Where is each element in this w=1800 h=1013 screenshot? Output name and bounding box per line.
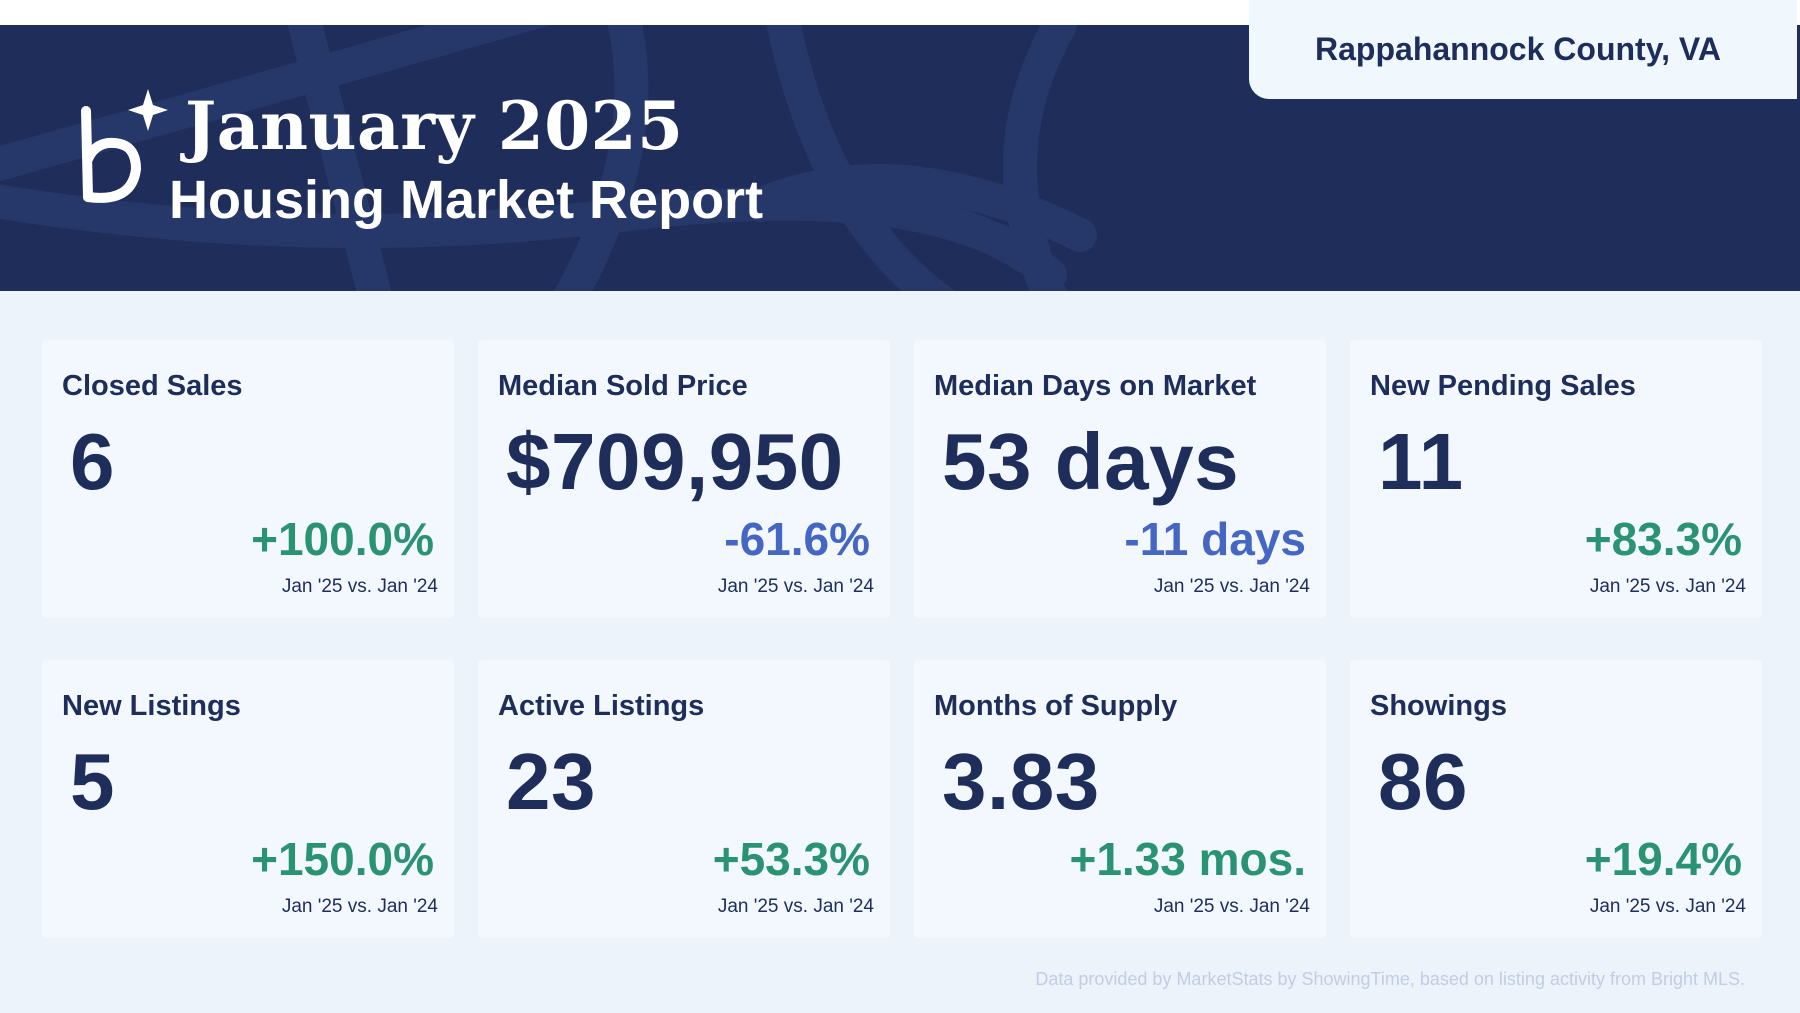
region-label: Rappahannock County, VA [1249,0,1797,99]
metric-value: $709,950 [506,417,844,506]
metric-card-new-pending-sales: New Pending Sales 11 +83.3% Jan '25 vs. … [1350,340,1762,618]
metric-card-closed-sales: Closed Sales 6 +100.0% Jan '25 vs. Jan '… [42,340,454,618]
metric-label: New Pending Sales [1370,370,1636,402]
metric-change: -61.6% [724,513,870,565]
metric-change: +19.4% [1584,833,1742,885]
b-sparkle-logo-icon [81,89,168,203]
metric-card-months-of-supply: Months of Supply 3.83 +1.33 mos. Jan '25… [914,660,1326,938]
metric-value: 53 days [942,417,1240,506]
metric-card-median-days-on-market: Median Days on Market 53 days -11 days J… [914,340,1326,618]
metric-comparison-period: Jan '25 vs. Jan '24 [281,576,438,597]
metric-change: +53.3% [712,833,870,885]
metric-value: 11 [1378,417,1464,506]
metric-card-showings: Showings 86 +19.4% Jan '25 vs. Jan '24 [1350,660,1762,938]
metric-card-new-listings: New Listings 5 +150.0% Jan '25 vs. Jan '… [42,660,454,938]
metric-label: Active Listings [498,690,705,722]
metric-change: +83.3% [1584,513,1742,565]
metric-label: New Listings [62,690,241,722]
metric-label: Closed Sales [62,370,243,402]
metric-value: 86 [1378,737,1468,826]
report-month-title: January 2025 [185,87,684,165]
metric-comparison-period: Jan '25 vs. Jan '24 [1589,896,1746,917]
metric-comparison-period: Jan '25 vs. Jan '24 [281,896,438,917]
metric-comparison-period: Jan '25 vs. Jan '24 [1153,896,1310,917]
metric-card-active-listings: Active Listings 23 +53.3% Jan '25 vs. Ja… [478,660,890,938]
metric-change: -11 days [1124,513,1306,565]
metric-value: 6 [70,417,115,506]
metric-comparison-period: Jan '25 vs. Jan '24 [717,896,874,917]
metric-label: Median Days on Market [934,370,1257,402]
metric-value: 23 [506,737,596,826]
data-source-footnote: Data provided by MarketStats by ShowingT… [1035,969,1745,989]
metric-card-median-sold-price: Median Sold Price $709,950 -61.6% Jan '2… [478,340,890,618]
header-background-pattern [0,25,1097,291]
metric-value: 5 [70,737,115,826]
metric-comparison-period: Jan '25 vs. Jan '24 [1153,576,1310,597]
metric-change: +1.33 mos. [1069,833,1306,885]
metric-comparison-period: Jan '25 vs. Jan '24 [717,576,874,597]
metric-change: +100.0% [251,513,434,565]
metric-label: Months of Supply [934,690,1178,722]
metric-comparison-period: Jan '25 vs. Jan '24 [1589,576,1746,597]
metric-label: Median Sold Price [498,370,748,402]
metric-change: +150.0% [251,833,434,885]
metric-value: 3.83 [942,737,1100,826]
metric-label: Showings [1370,690,1507,722]
report-subtitle: Housing Market Report [169,170,764,230]
